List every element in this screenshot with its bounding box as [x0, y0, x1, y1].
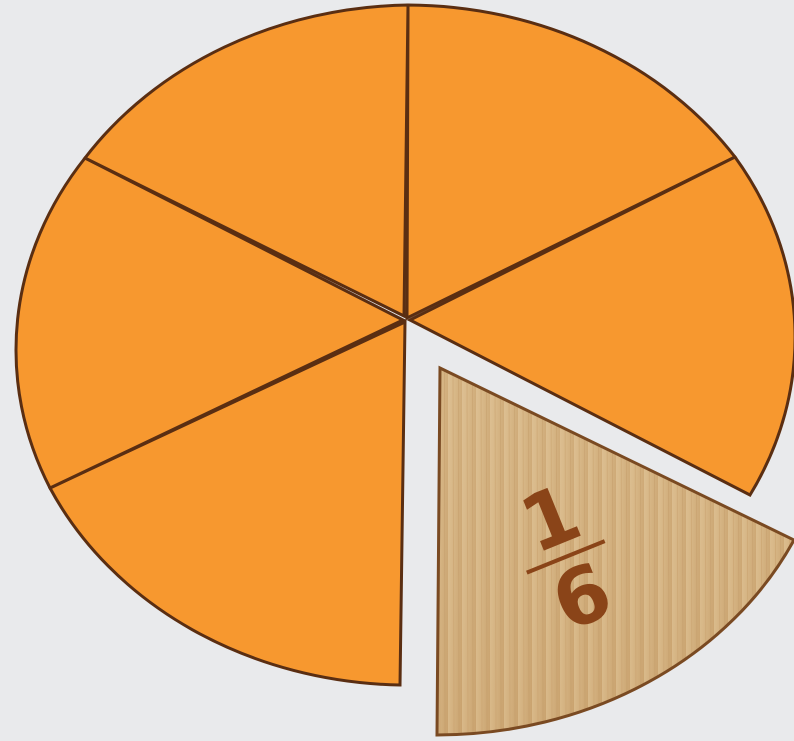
- photo: 1 6: [0, 0, 794, 741]
- page: 1 6 (() => { const data = JSON.parse(doc…: [0, 0, 794, 741]
